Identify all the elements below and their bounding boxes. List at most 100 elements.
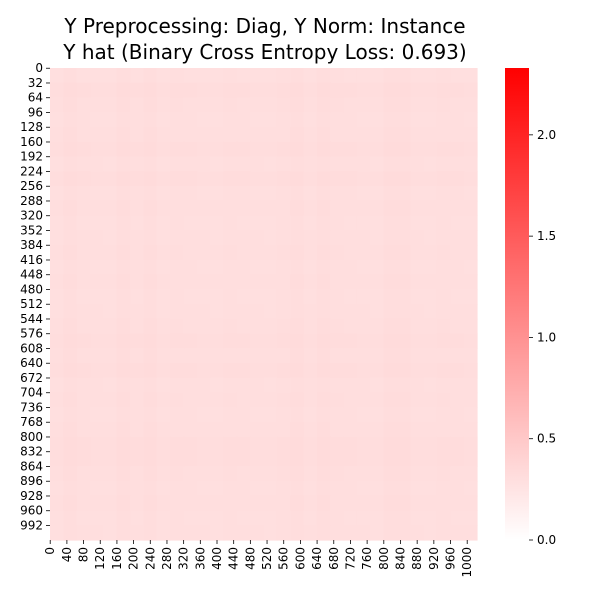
heatmap-cell bbox=[156, 407, 171, 423]
y-tick-label: 384 bbox=[20, 238, 43, 252]
heatmap-cell bbox=[450, 82, 465, 99]
heatmap-cell bbox=[170, 274, 185, 290]
heatmap-cell bbox=[130, 82, 144, 99]
heatmap-cell bbox=[316, 422, 331, 438]
heatmap-cell bbox=[236, 82, 251, 99]
heatmap-cell bbox=[236, 186, 251, 202]
heatmap-cell bbox=[463, 82, 478, 99]
heatmap-cell bbox=[76, 525, 91, 541]
heatmap-cell bbox=[170, 259, 185, 276]
heatmap-cell bbox=[343, 68, 358, 84]
heatmap-cell bbox=[330, 333, 345, 349]
heatmap-cell bbox=[90, 245, 104, 261]
heatmap-cell bbox=[90, 495, 104, 512]
x-tick-label: 320 bbox=[177, 547, 191, 570]
heatmap-cell bbox=[250, 510, 265, 526]
heatmap-cell bbox=[276, 171, 291, 187]
heatmap-cell bbox=[463, 525, 478, 541]
heatmap-cell bbox=[343, 97, 358, 113]
heatmap-cell bbox=[103, 392, 118, 408]
heatmap-cell bbox=[210, 422, 225, 438]
heatmap-cell bbox=[436, 289, 451, 305]
heatmap-cell bbox=[90, 97, 104, 113]
x-tick-label: 40 bbox=[60, 547, 74, 562]
y-tick-label: 960 bbox=[20, 504, 43, 518]
heatmap-cell bbox=[303, 200, 318, 217]
heatmap-cell bbox=[76, 348, 91, 364]
heatmap-cell bbox=[263, 82, 278, 99]
heatmap-cell bbox=[436, 97, 451, 113]
heatmap-cell bbox=[290, 274, 305, 290]
x-tick-label: 360 bbox=[193, 547, 207, 570]
heatmap-cell bbox=[383, 495, 398, 512]
heatmap-cell bbox=[236, 525, 251, 541]
heatmap-cell bbox=[383, 377, 398, 394]
heatmap-cell bbox=[63, 289, 78, 305]
heatmap-cell bbox=[410, 112, 425, 128]
heatmap-cell bbox=[50, 510, 64, 526]
heatmap-cell bbox=[250, 525, 265, 541]
heatmap-cell bbox=[236, 215, 251, 231]
heatmap-cell bbox=[303, 289, 318, 305]
heatmap-cell bbox=[396, 127, 411, 143]
heatmap-cell bbox=[76, 392, 91, 408]
heatmap-cell bbox=[156, 422, 171, 438]
heatmap-cell bbox=[423, 171, 438, 187]
heatmap-cell bbox=[183, 82, 198, 99]
heatmap-cell bbox=[156, 392, 171, 408]
heatmap-cell bbox=[463, 230, 478, 246]
heatmap-cell bbox=[276, 318, 291, 335]
heatmap-cell bbox=[116, 392, 131, 408]
heatmap-cell bbox=[410, 97, 425, 113]
heatmap-cell bbox=[210, 200, 225, 217]
heatmap-cell bbox=[130, 215, 144, 231]
heatmap-cell bbox=[276, 363, 291, 379]
heatmap-cell bbox=[236, 377, 251, 394]
heatmap-cell bbox=[210, 127, 225, 143]
heatmap-cell bbox=[223, 245, 238, 261]
heatmap-cell bbox=[330, 525, 345, 541]
heatmap-cell bbox=[103, 171, 118, 187]
heatmap-cell bbox=[463, 392, 478, 408]
heatmap-cell bbox=[210, 318, 225, 335]
heatmap-cell bbox=[90, 200, 104, 217]
heatmap-cell bbox=[210, 97, 225, 113]
x-tick-label: 760 bbox=[360, 547, 374, 570]
heatmap-cell bbox=[196, 333, 211, 349]
heatmap-cell bbox=[116, 304, 131, 320]
heatmap-cell bbox=[183, 422, 198, 438]
heatmap-cell bbox=[316, 436, 331, 453]
heatmap-cell bbox=[50, 186, 64, 202]
heatmap-cell bbox=[290, 171, 305, 187]
heatmap-cell bbox=[316, 141, 331, 158]
colorbar-tick-label: 0.5 bbox=[537, 432, 556, 446]
heatmap-cell bbox=[156, 525, 171, 541]
heatmap-cell bbox=[103, 200, 118, 217]
heatmap-cell bbox=[90, 466, 104, 482]
heatmap-cell bbox=[263, 481, 278, 497]
heatmap-cell bbox=[183, 451, 198, 467]
heatmap-cell bbox=[116, 407, 131, 423]
heatmap-cell bbox=[130, 156, 144, 172]
heatmap-cell bbox=[330, 127, 345, 143]
heatmap-cell bbox=[303, 407, 318, 423]
heatmap-cell bbox=[263, 215, 278, 231]
heatmap-cell bbox=[156, 436, 171, 453]
heatmap-cell bbox=[103, 68, 118, 84]
heatmap-cell bbox=[63, 215, 78, 231]
heatmap-cell bbox=[423, 407, 438, 423]
heatmap-cell bbox=[156, 318, 171, 335]
x-tick-label: 720 bbox=[343, 547, 357, 570]
heatmap-cell bbox=[263, 525, 278, 541]
heatmap-cell bbox=[116, 68, 131, 84]
heatmap-cell bbox=[90, 348, 104, 364]
heatmap-cell bbox=[330, 348, 345, 364]
heatmap-cell bbox=[250, 156, 265, 172]
heatmap-cell bbox=[63, 171, 78, 187]
heatmap-cell bbox=[263, 171, 278, 187]
heatmap-cell bbox=[130, 363, 144, 379]
heatmap-cell bbox=[223, 215, 238, 231]
heatmap-cell bbox=[103, 274, 118, 290]
heatmap-cell bbox=[463, 333, 478, 349]
heatmap-cell bbox=[143, 481, 158, 497]
